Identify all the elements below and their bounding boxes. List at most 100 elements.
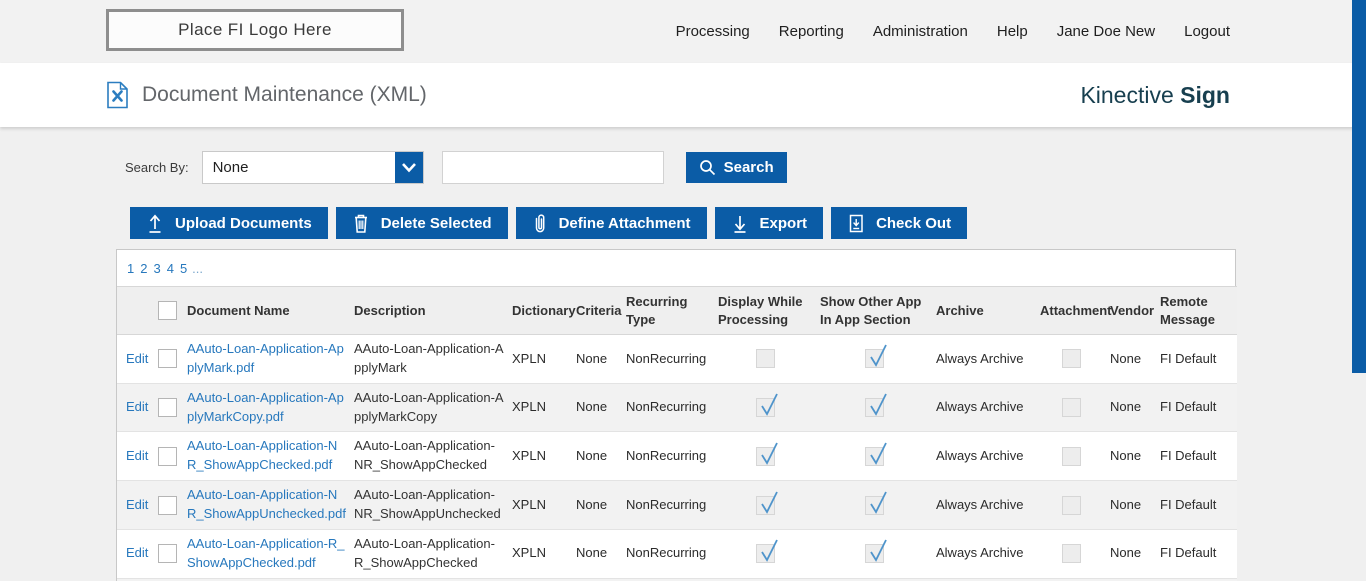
page-link-3[interactable]: 3 <box>153 261 161 276</box>
page-link-2[interactable]: 2 <box>140 261 148 276</box>
edit-link[interactable]: Edit <box>126 447 149 463</box>
recurring-type-cell: NonRecurring <box>626 399 707 415</box>
pagination-ellipsis[interactable]: ... <box>192 261 204 276</box>
edit-link[interactable]: Edit <box>126 545 149 561</box>
check-icon <box>869 539 887 563</box>
show-other-app-checkbox[interactable] <box>864 345 887 369</box>
archive-cell: Always Archive <box>936 447 1024 463</box>
edit-link[interactable]: Edit <box>126 496 149 512</box>
archive-cell: Always Archive <box>936 399 1024 415</box>
header-criteria: Criteria <box>572 285 622 336</box>
display-while-processing-checkbox[interactable] <box>755 491 778 515</box>
attachment-checkbox[interactable] <box>1061 544 1081 564</box>
header-remote-message: Remote Message <box>1156 285 1237 336</box>
title-bar: Document Maintenance (XML) Kinective Sig… <box>0 63 1366 127</box>
document-name-link[interactable]: AAuto-Loan-Application-NR_ShowAppUncheck… <box>187 487 346 521</box>
document-table-body: Edit AAuto-Loan-Application-ApplyMark.pd… <box>117 334 1237 581</box>
display-while-processing-checkbox[interactable] <box>755 393 778 418</box>
show-other-app-checkbox[interactable] <box>864 393 887 418</box>
table-row: Edit AAuto-Loan-Application-R_ShowAppChe… <box>117 529 1237 579</box>
row-select-checkbox[interactable] <box>157 544 177 564</box>
nav-item-user[interactable]: Jane Doe New <box>1056 23 1156 40</box>
check-icon <box>760 539 778 563</box>
page-link-5[interactable]: 5 <box>179 261 188 276</box>
documents-table-container: 1 2 3 4 5... Document Name Description Dicti… <box>116 249 1237 581</box>
chevron-down-icon <box>401 163 416 173</box>
header-dictionary: Dictionary <box>508 285 576 336</box>
check-icon <box>760 442 778 465</box>
search-by-select[interactable]: None <box>201 151 424 184</box>
select-all-checkbox[interactable] <box>157 301 177 321</box>
search-by-label: Search By: <box>125 160 189 175</box>
dictionary-cell: XPLN <box>512 496 546 512</box>
attachment-checkbox[interactable] <box>1061 446 1081 466</box>
brand-logo: Kinective Sign <box>1080 82 1230 109</box>
check-icon <box>760 393 778 416</box>
recurring-type-cell: NonRecurring <box>626 447 707 463</box>
vendor-cell: None <box>1110 399 1142 415</box>
criteria-cell: None <box>576 447 608 463</box>
edit-link[interactable]: Edit <box>126 350 149 366</box>
header-edit-spacer <box>117 285 151 336</box>
page-link-4[interactable]: 4 <box>166 261 174 276</box>
attachment-checkbox[interactable] <box>1061 495 1081 515</box>
delete-selected-button[interactable]: Delete Selected <box>335 207 508 239</box>
vendor-cell: None <box>1110 350 1142 366</box>
define-attachment-button[interactable]: Define Attachment <box>515 207 707 239</box>
display-while-processing-checkbox[interactable] <box>755 539 778 564</box>
header-display-while-processing: Display While Processing <box>714 285 816 336</box>
description-cell: AAuto-Loan-Application-R_ShowAppChecked <box>354 535 495 570</box>
brand-product: Sign <box>1180 81 1230 108</box>
row-select-checkbox[interactable] <box>157 349 177 369</box>
row-select-checkbox[interactable] <box>157 495 177 515</box>
nav-item-processing[interactable]: Processing <box>675 23 750 40</box>
attachment-checkbox[interactable] <box>1061 349 1081 369</box>
vendor-cell: None <box>1110 545 1142 561</box>
select-dropdown-button[interactable] <box>394 152 423 183</box>
display-while-processing-checkbox[interactable] <box>755 349 775 369</box>
document-name-link[interactable]: AAuto-Loan-Application-ApplyMark.pdf <box>187 341 344 375</box>
criteria-cell: None <box>576 496 608 512</box>
vertical-scrollbar-thumb[interactable] <box>1352 0 1366 373</box>
description-cell: AAuto-Loan-Application-NR_ShowAppUncheck… <box>354 487 501 521</box>
remote-message-cell: FI Default <box>1160 545 1217 561</box>
nav-item-help[interactable]: Help <box>996 23 1028 40</box>
document-name-link[interactable]: AAuto-Loan-Application-NR_ShowAppChecked… <box>187 438 338 473</box>
upload-documents-button[interactable]: Upload Documents <box>130 207 328 239</box>
document-name-link[interactable]: AAuto-Loan-Application-R_ShowAppChecked.… <box>187 535 345 570</box>
check-out-button[interactable]: Check Out <box>831 207 968 239</box>
dictionary-cell: XPLN <box>512 350 546 366</box>
show-other-app-checkbox[interactable] <box>864 539 887 564</box>
upload-icon <box>149 214 161 233</box>
show-other-app-checkbox[interactable] <box>864 442 887 466</box>
brand-name: Kinective <box>1080 81 1181 108</box>
recurring-type-cell: NonRecurring <box>626 350 707 366</box>
pagination: 1 2 3 4 5... <box>117 250 1235 286</box>
fi-logo-text: Place FI Logo Here <box>178 20 332 39</box>
display-while-processing-checkbox[interactable] <box>755 442 778 466</box>
table-row: Edit AAuto-Loan-Application-ApplyMark.pd… <box>117 334 1237 384</box>
row-select-checkbox[interactable] <box>157 446 177 466</box>
show-other-app-checkbox[interactable] <box>864 491 887 515</box>
app-header: Place FI Logo Here Processing Reporting … <box>0 0 1366 63</box>
header-show-other-app: Show Other App In App Section <box>816 285 932 336</box>
page-link-1[interactable]: 1 <box>127 261 135 276</box>
attachment-checkbox[interactable] <box>1061 398 1081 418</box>
nav-item-administration[interactable]: Administration <box>872 23 968 40</box>
export-button[interactable]: Export <box>714 207 824 239</box>
edit-link[interactable]: Edit <box>126 399 149 415</box>
search-input[interactable] <box>441 151 664 184</box>
search-bar: Search By: None Search <box>125 151 1366 184</box>
nav-item-logout[interactable]: Logout <box>1184 23 1230 40</box>
search-button[interactable]: Search <box>685 152 787 183</box>
table-row: Edit AAuto-Loan-Application-ApplyMarkCop… <box>117 383 1237 432</box>
search-button-label: Search <box>723 159 774 176</box>
paperclip-icon <box>535 213 545 232</box>
fi-logo-placeholder: Place FI Logo Here <box>106 9 404 51</box>
check-icon <box>869 393 887 416</box>
document-name-link[interactable]: AAuto-Loan-Application-ApplyMarkCopy.pdf <box>187 389 344 424</box>
check-icon <box>869 442 887 465</box>
row-select-checkbox[interactable] <box>157 398 177 418</box>
nav-item-reporting[interactable]: Reporting <box>778 23 844 40</box>
vendor-cell: None <box>1110 496 1142 512</box>
